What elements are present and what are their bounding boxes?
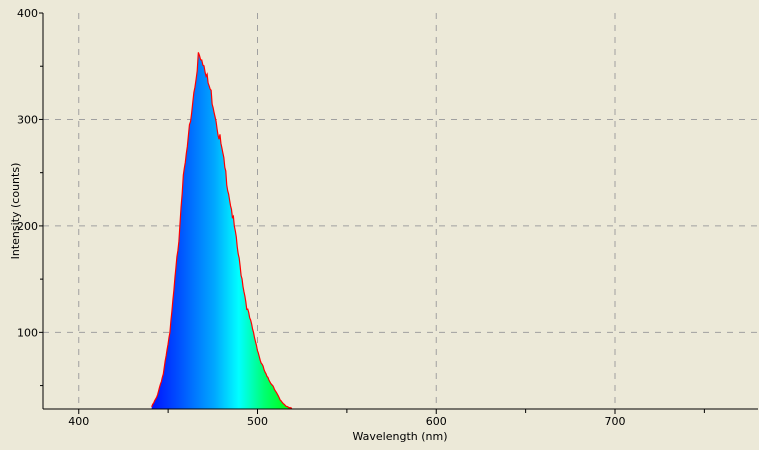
spectrum-outline xyxy=(151,52,293,409)
x-tick-label: 400 xyxy=(68,415,89,428)
y-tick-label: 200 xyxy=(17,220,38,233)
y-tick-label: 300 xyxy=(17,113,38,126)
y-tick-label: 400 xyxy=(17,7,38,20)
x-tick-label: 700 xyxy=(605,415,626,428)
x-tick-label: 500 xyxy=(247,415,268,428)
axes xyxy=(39,12,758,414)
y-axis-label: Intensity (counts) xyxy=(9,163,22,260)
spectrum-area xyxy=(151,52,292,409)
tick-labels: 400 500 600 700 100 200 300 400 xyxy=(17,7,626,428)
x-tick-label: 600 xyxy=(426,415,447,428)
x-axis-label: Wavelength (nm) xyxy=(352,430,447,443)
grid-lines xyxy=(43,13,758,409)
y-tick-label: 100 xyxy=(17,326,38,339)
